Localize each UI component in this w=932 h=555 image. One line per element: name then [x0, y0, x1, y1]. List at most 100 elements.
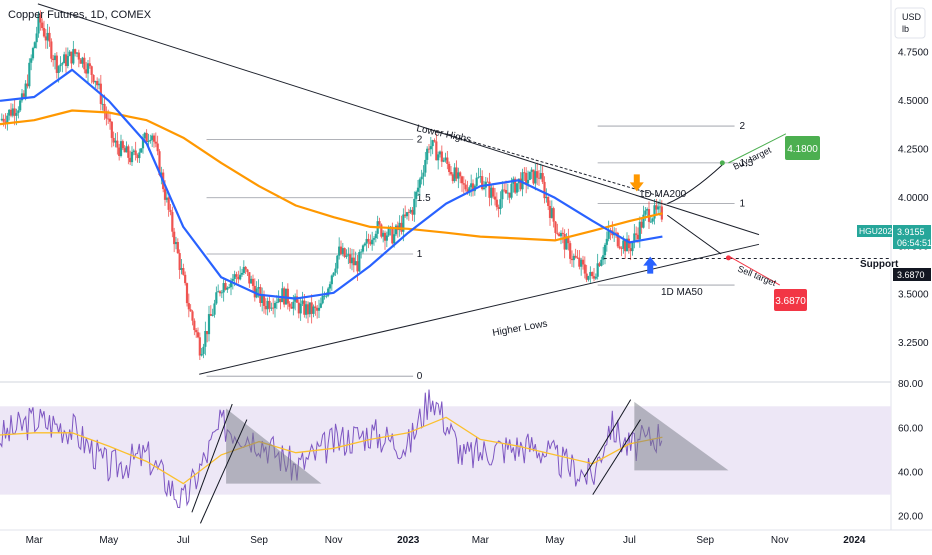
candle-body — [636, 234, 640, 240]
candle-body — [167, 197, 170, 210]
candle-body — [574, 255, 577, 258]
candle-body — [303, 300, 306, 315]
candle-body — [30, 58, 33, 63]
candle-body — [77, 52, 80, 60]
candle-body — [270, 307, 273, 309]
candle-body — [486, 181, 489, 183]
candle-body — [64, 54, 68, 67]
price-tick-label: 4.0000 — [898, 193, 929, 204]
candle-body — [185, 283, 189, 304]
candle-body — [559, 232, 563, 237]
candle-body — [321, 295, 324, 304]
candle-body — [52, 58, 55, 61]
currency-unit-box[interactable] — [894, 7, 926, 39]
last-price-value: 3.9155 — [897, 227, 925, 237]
candle-body — [184, 274, 187, 284]
candle-body — [308, 302, 311, 315]
candle-body — [567, 237, 570, 244]
candle-body — [449, 172, 453, 175]
candle-body — [653, 205, 656, 219]
candle-body — [156, 143, 159, 152]
candle-body — [468, 187, 471, 193]
candle-body — [63, 54, 66, 64]
candle-body — [596, 263, 599, 277]
candle-body — [383, 232, 387, 241]
candle-body — [380, 224, 383, 237]
trendlines — [37, 3, 891, 375]
candle-body — [398, 222, 401, 231]
candle-body — [583, 264, 586, 274]
candle-body — [371, 239, 374, 245]
candle-body — [222, 283, 225, 293]
candle-body — [94, 80, 97, 83]
candle-body — [163, 189, 167, 200]
candle-body — [75, 52, 79, 54]
candle-body — [504, 190, 508, 194]
buy-target-value: 4.1800 — [787, 144, 818, 155]
rsi-triangle-2 — [634, 401, 729, 471]
candle-body — [462, 183, 465, 185]
time-tick-label: Nov — [325, 535, 343, 546]
candle-body — [433, 140, 436, 142]
candle-body — [242, 266, 245, 273]
candle-body — [204, 331, 207, 347]
candle-body — [492, 187, 495, 197]
candle-body — [633, 233, 636, 243]
candle-body — [603, 244, 607, 256]
candle-body — [279, 298, 282, 303]
candle-body — [374, 233, 377, 239]
rsi-tick-label: 20.00 — [898, 512, 923, 523]
candle-body — [464, 184, 467, 190]
buy-path-arrow — [667, 164, 723, 205]
candle-body — [385, 235, 388, 241]
time-tick-label: Nov — [771, 535, 789, 546]
candle-body — [363, 243, 366, 246]
candle-body — [127, 146, 130, 158]
candle-body — [92, 74, 95, 83]
support-label: Support — [860, 259, 899, 270]
candle-body — [28, 62, 31, 87]
candle-body — [264, 305, 267, 310]
rsi-ma-line — [0, 416, 663, 485]
candle-body — [372, 238, 376, 240]
candle-body — [281, 288, 284, 303]
candle-body — [46, 32, 49, 41]
candle-body — [415, 191, 418, 199]
candle-body — [41, 22, 44, 29]
candle-body — [226, 287, 229, 290]
candle-body — [534, 171, 537, 184]
time-tick-label: Sep — [696, 535, 714, 546]
candle-body — [61, 63, 64, 65]
candle-body — [528, 171, 531, 180]
candle-body — [409, 209, 412, 213]
candle-body — [556, 232, 559, 234]
candle-body — [290, 306, 293, 309]
candle-body — [547, 196, 550, 206]
candle-body — [288, 303, 291, 307]
candle-body — [218, 291, 222, 294]
candle-body — [165, 197, 168, 200]
candle-body — [211, 314, 214, 316]
candle-body — [448, 163, 451, 173]
candle-body — [581, 259, 585, 265]
sell-target-label: Sell target — [736, 264, 778, 289]
candle-body — [429, 146, 432, 150]
candle-body — [275, 302, 278, 304]
candle-body — [460, 176, 464, 184]
candle-body — [246, 269, 249, 273]
candle-body — [273, 303, 277, 309]
currency-label: USD — [902, 12, 922, 22]
candle-body — [240, 272, 244, 275]
candle-body — [13, 108, 16, 116]
candle-body — [550, 208, 553, 218]
candle-body — [471, 183, 475, 192]
countdown-value: 06:54:51 — [897, 238, 932, 248]
candle-body — [576, 257, 579, 259]
candle-body — [112, 137, 115, 143]
price-tick-label: 4.7500 — [898, 47, 929, 58]
annotations — [629, 133, 787, 286]
candle-body — [422, 172, 425, 177]
candle-body — [206, 331, 209, 335]
